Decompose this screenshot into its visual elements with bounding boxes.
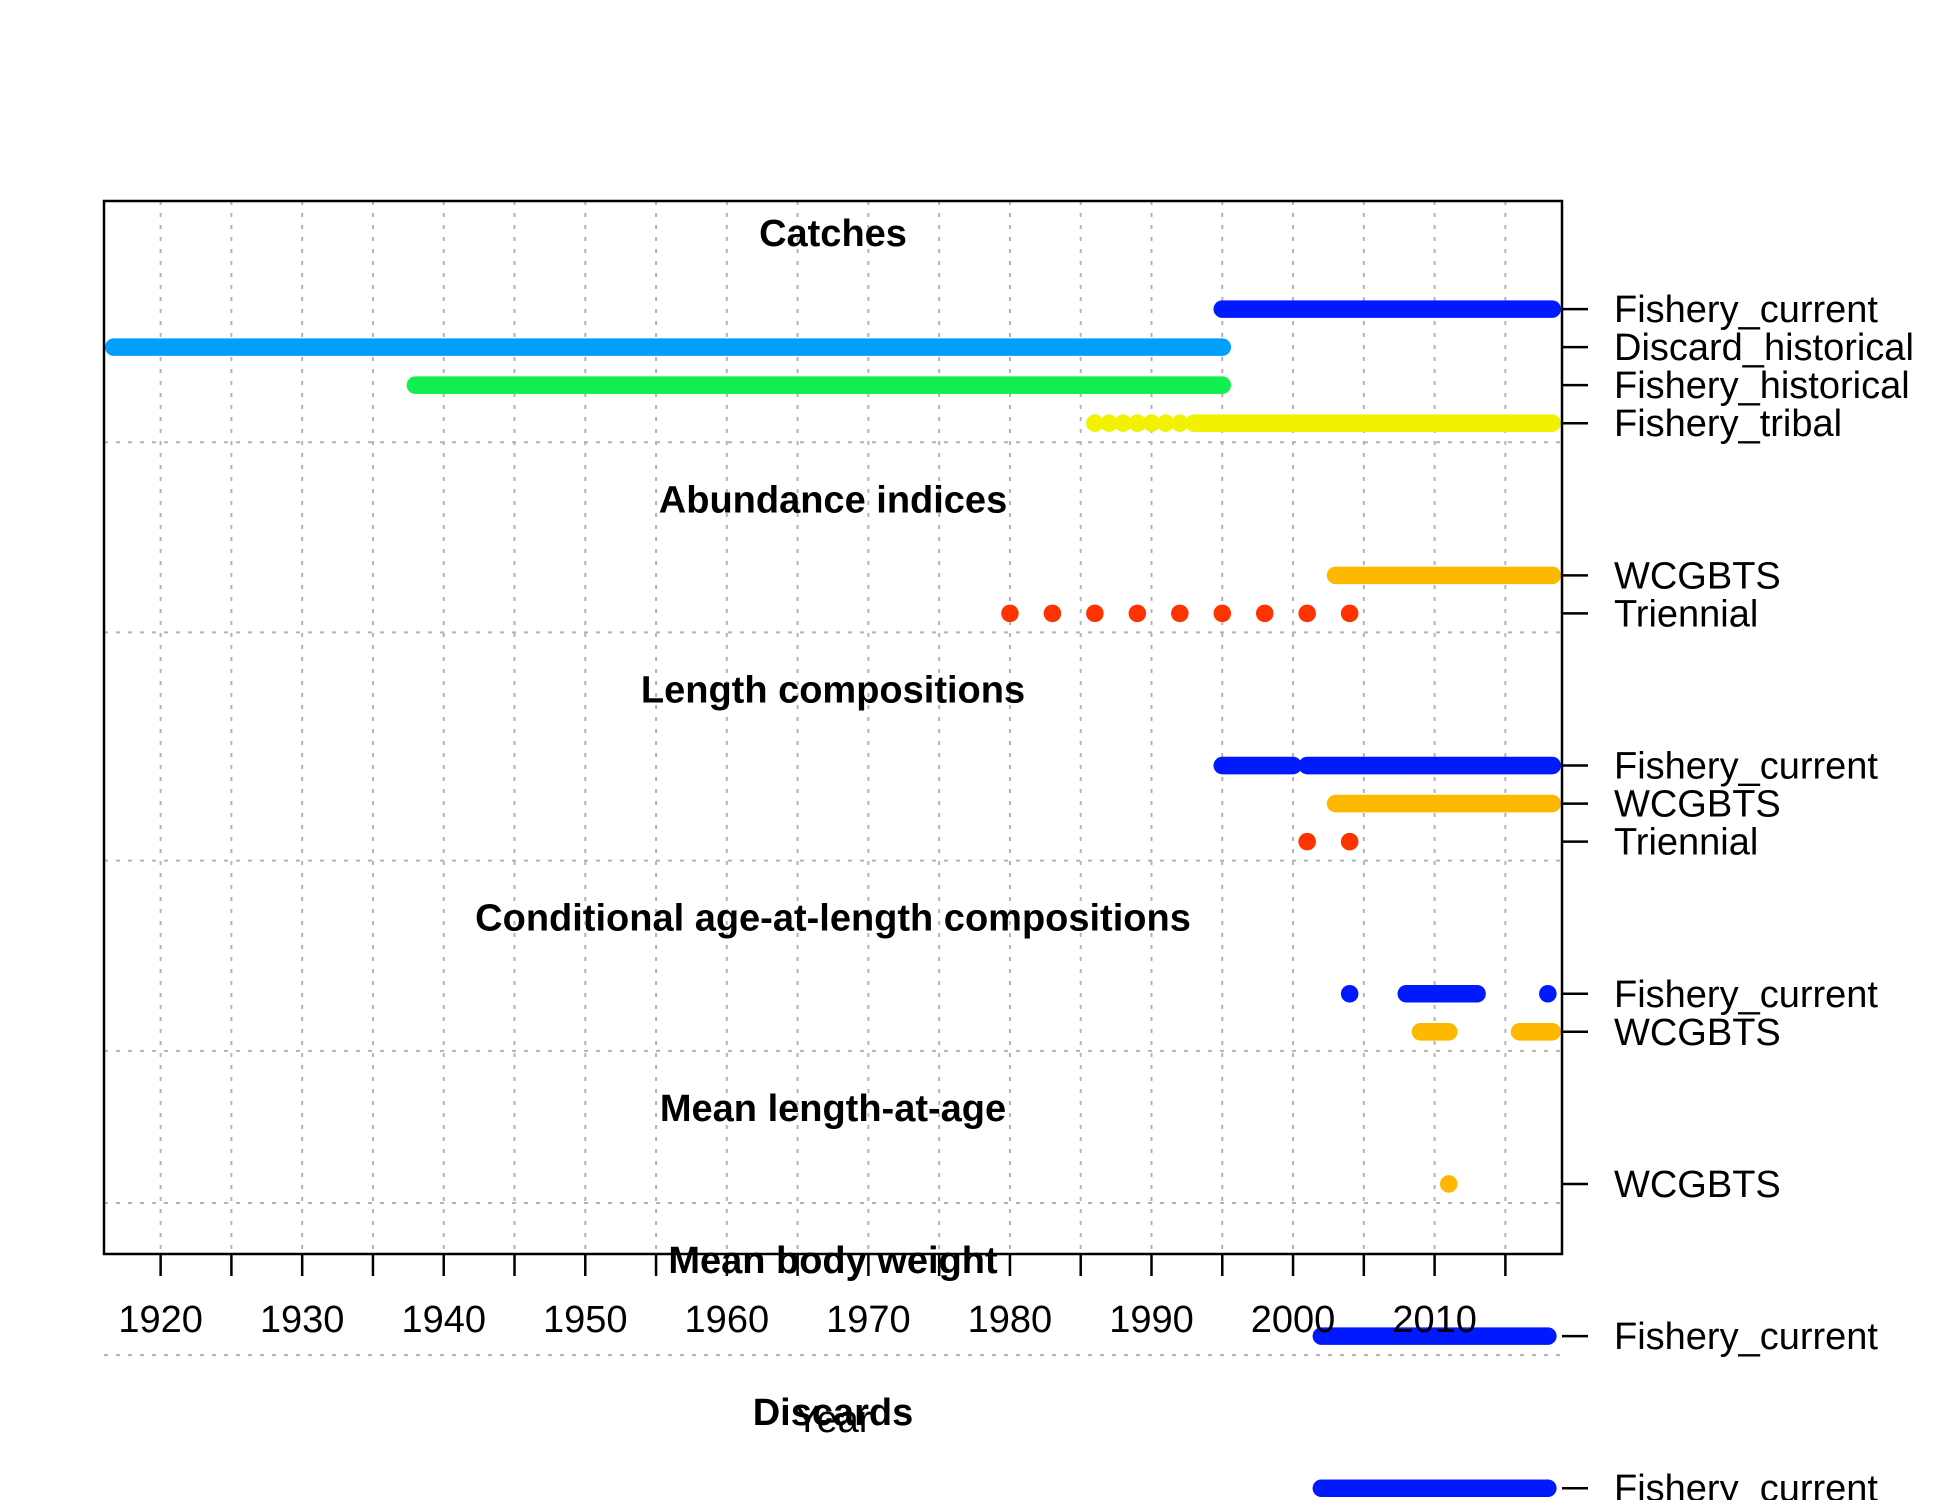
section-title-mean-length-at-age: Mean length-at-age xyxy=(660,1088,1006,1130)
plot-frame xyxy=(102,199,1564,1256)
fleet-label-fishery-current: Fishery_current xyxy=(1614,1316,1878,1358)
x-tick-label-2010: 2010 xyxy=(1392,1299,1477,1341)
x-tick-label-1950: 1950 xyxy=(543,1299,628,1341)
x-tick-label-1940: 1940 xyxy=(401,1299,486,1341)
timeline-mark-catches-discard-historical-1916 xyxy=(105,338,1232,356)
timeline-mark-catches-fishery-tribal-1993 xyxy=(1185,414,1561,432)
timeline-mark-conditional-age-at-length-compositions-fishery-current-2004 xyxy=(1340,984,1359,1003)
timeline-mark-abundance-indices-triennial-2004 xyxy=(1340,604,1359,623)
x-tick-label-1970: 1970 xyxy=(826,1299,911,1341)
timeline-mark-catches-fishery-tribal-1987 xyxy=(1100,414,1118,432)
chart-text: CatchesFishery_currentDiscard_historical… xyxy=(475,213,1914,1500)
x-tick-label-1920: 1920 xyxy=(118,1299,203,1341)
fleet-label-discard-historical: Discard_historical xyxy=(1614,327,1914,369)
section-title-length-compositions: Length compositions xyxy=(641,669,1025,711)
timeline-mark-conditional-age-at-length-compositions-wcgbts-2009 xyxy=(1411,1023,1458,1041)
section-title-mean-body-weight: Mean body weight xyxy=(668,1240,998,1282)
timeline-mark-abundance-indices-triennial-1992 xyxy=(1171,604,1189,623)
timeline-mark-conditional-age-at-length-compositions-fishery-current-2018 xyxy=(1539,984,1557,1003)
x-tick-label-1990: 1990 xyxy=(1109,1299,1194,1341)
timeline-mark-length-compositions-triennial-2001 xyxy=(1298,832,1316,851)
fleet-label-fishery-current: Fishery_current xyxy=(1614,974,1878,1016)
fleet-label-wcgbts: WCGBTS xyxy=(1614,1012,1781,1054)
fleet-label-wcgbts: WCGBTS xyxy=(1614,784,1781,826)
section-title-catches: Catches xyxy=(759,213,907,255)
data-marks xyxy=(105,300,1561,1498)
timeline-mark-conditional-age-at-length-compositions-wcgbts-2016 xyxy=(1510,1023,1561,1041)
x-tick-label-2000: 2000 xyxy=(1251,1299,1336,1341)
timeline-mark-catches-fishery-tribal-1989 xyxy=(1128,414,1147,432)
x-axis: 1920 1930 1940 1950 1960 1970 1980 1990 2000 2010 xyxy=(118,307,1588,1490)
timeline-mark-catches-fishery-tribal-1988 xyxy=(1114,414,1132,432)
fleet-label-triennial: Triennial xyxy=(1614,593,1758,635)
x-axis-title: Year xyxy=(795,1399,872,1441)
fleet-label-triennial: Triennial xyxy=(1614,822,1758,864)
section-title-discards: Discards xyxy=(753,1392,914,1434)
fleet-label-wcgbts: WCGBTS xyxy=(1614,555,1781,597)
section-title-conditional-age-at-length-compositions: Conditional age-at-length compositions xyxy=(475,898,1191,940)
timeline-mark-length-compositions-triennial-2004 xyxy=(1340,832,1359,851)
timeline-mark-abundance-indices-triennial-1998 xyxy=(1255,604,1274,623)
grid xyxy=(104,201,1562,1357)
timeline-mark-abundance-indices-triennial-1983 xyxy=(1043,604,1062,623)
timeline-mark-catches-fishery-tribal-1992 xyxy=(1171,414,1189,432)
timeline-mark-catches-fishery-current-1995 xyxy=(1213,300,1561,318)
fleet-label-wcgbts: WCGBTS xyxy=(1614,1164,1781,1206)
timeline-mark-length-compositions-fishery-current-2001 xyxy=(1298,756,1561,775)
timeline-mark-catches-fishery-tribal-1990 xyxy=(1142,414,1161,432)
fleet-label-fishery-current: Fishery_current xyxy=(1614,289,1878,331)
timeline-mark-catches-fishery-historical-1938 xyxy=(406,376,1232,394)
timeline-mark-conditional-age-at-length-compositions-fishery-current-2008 xyxy=(1397,984,1486,1003)
timeline-mark-discards-fishery-current-2002 xyxy=(1312,1479,1557,1498)
x-tick-label-1960: 1960 xyxy=(685,1299,770,1341)
timeline-mark-length-compositions-wcgbts-2003 xyxy=(1326,794,1561,813)
timeline-mark-abundance-indices-triennial-1989 xyxy=(1128,604,1147,623)
section-title-abundance-indices: Abundance indices xyxy=(659,479,1007,521)
fleet-label-fishery-tribal: Fishery_tribal xyxy=(1614,403,1842,445)
timeline-mark-abundance-indices-triennial-1986 xyxy=(1086,604,1104,623)
fleet-label-fishery-current: Fishery_current xyxy=(1614,746,1878,788)
x-tick-label-1980: 1980 xyxy=(968,1299,1053,1341)
timeline-mark-catches-fishery-tribal-1986 xyxy=(1086,414,1104,432)
timeline-mark-abundance-indices-triennial-1995 xyxy=(1213,604,1232,623)
timeline-mark-mean-length-at-age-wcgbts-2011 xyxy=(1439,1175,1458,1193)
timeline-mark-catches-fishery-tribal-1991 xyxy=(1156,414,1175,432)
timeline-mark-abundance-indices-triennial-2001 xyxy=(1298,604,1316,623)
timeline-mark-mean-body-weight-fishery-current-2002 xyxy=(1312,1327,1557,1345)
timeline-mark-abundance-indices-triennial-1980 xyxy=(1001,604,1019,623)
fleet-label-fishery-current: Fishery_current xyxy=(1614,1468,1878,1500)
timeline-mark-abundance-indices-wcgbts-2003 xyxy=(1326,566,1561,585)
timeline-mark-length-compositions-fishery-current-1995 xyxy=(1213,756,1302,775)
x-tick-label-1930: 1930 xyxy=(260,1299,345,1341)
fleet-label-fishery-historical: Fishery_historical xyxy=(1614,365,1910,407)
